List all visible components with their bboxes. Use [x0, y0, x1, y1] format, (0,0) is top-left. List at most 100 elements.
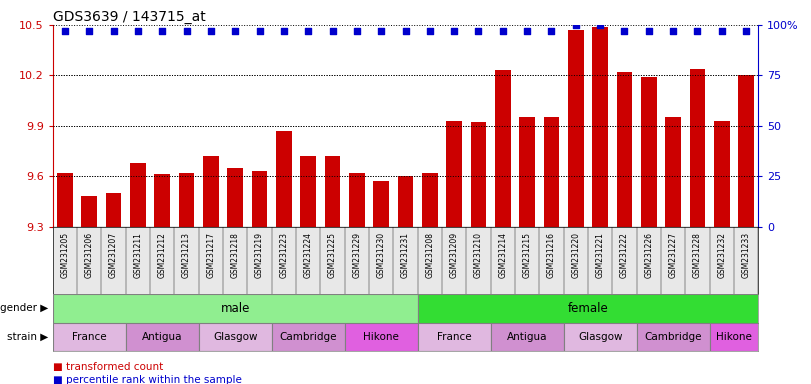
Point — [667, 28, 680, 34]
Text: ■ transformed count: ■ transformed count — [53, 362, 163, 372]
Text: GSM231233: GSM231233 — [741, 232, 751, 278]
Text: GSM231213: GSM231213 — [182, 232, 191, 278]
Bar — [568, 30, 584, 227]
Point — [204, 28, 217, 34]
Bar — [126, 323, 199, 351]
Point — [496, 28, 509, 34]
Text: Hikone: Hikone — [363, 332, 399, 342]
Bar — [199, 323, 272, 351]
Text: GSM231217: GSM231217 — [206, 232, 216, 278]
Point — [618, 28, 631, 34]
Text: GSM231212: GSM231212 — [157, 232, 167, 278]
Bar — [418, 323, 491, 351]
Text: GSM231224: GSM231224 — [303, 232, 313, 278]
Point — [253, 28, 266, 34]
Bar — [418, 294, 758, 323]
Bar — [81, 196, 97, 227]
Bar — [178, 173, 195, 227]
Text: GSM231209: GSM231209 — [449, 232, 459, 278]
Text: GSM231226: GSM231226 — [644, 232, 654, 278]
Text: Glasgow: Glasgow — [213, 332, 257, 342]
Bar — [543, 118, 560, 227]
Text: Glasgow: Glasgow — [578, 332, 622, 342]
Bar — [564, 323, 637, 351]
Text: GSM231228: GSM231228 — [693, 232, 702, 278]
Point — [107, 28, 120, 34]
Text: GSM231227: GSM231227 — [668, 232, 678, 278]
Bar — [57, 173, 73, 227]
Text: France: France — [437, 332, 471, 342]
Bar — [422, 173, 438, 227]
Bar — [227, 168, 243, 227]
Bar — [130, 163, 146, 227]
Text: GSM231218: GSM231218 — [230, 232, 240, 278]
Text: Antigua: Antigua — [507, 332, 547, 342]
Text: male: male — [221, 302, 250, 314]
Bar — [53, 323, 126, 351]
Point — [83, 28, 96, 34]
Bar — [738, 75, 754, 227]
Point — [399, 28, 412, 34]
Text: Cambridge: Cambridge — [645, 332, 702, 342]
Text: strain ▶: strain ▶ — [7, 332, 49, 342]
Bar — [272, 323, 345, 351]
Text: GSM231219: GSM231219 — [255, 232, 264, 278]
Bar — [324, 156, 341, 227]
Point — [131, 28, 144, 34]
Bar — [710, 323, 758, 351]
Bar — [345, 323, 418, 351]
Text: GSM231221: GSM231221 — [595, 232, 605, 278]
Bar — [519, 118, 535, 227]
Point — [569, 22, 582, 28]
Bar — [592, 26, 608, 227]
Point — [472, 28, 485, 34]
Point — [740, 28, 753, 34]
Text: ■ percentile rank within the sample: ■ percentile rank within the sample — [53, 375, 242, 384]
Bar — [616, 72, 633, 227]
Text: GSM231222: GSM231222 — [620, 232, 629, 278]
Bar — [349, 173, 365, 227]
Text: GSM231211: GSM231211 — [133, 232, 143, 278]
Point — [180, 28, 193, 34]
Point — [423, 28, 436, 34]
Bar — [251, 171, 268, 227]
Text: GSM231208: GSM231208 — [425, 232, 435, 278]
Text: Hikone: Hikone — [716, 332, 752, 342]
Point — [521, 28, 534, 34]
Text: GSM231223: GSM231223 — [279, 232, 289, 278]
Point — [350, 28, 363, 34]
Point — [302, 28, 315, 34]
Bar — [470, 122, 487, 227]
Bar — [689, 69, 706, 227]
Point — [326, 28, 339, 34]
Bar — [276, 131, 292, 227]
Text: GSM231215: GSM231215 — [522, 232, 532, 278]
Bar — [491, 323, 564, 351]
Point — [58, 28, 71, 34]
Point — [545, 28, 558, 34]
Text: GSM231210: GSM231210 — [474, 232, 483, 278]
Bar — [154, 174, 170, 227]
Bar — [446, 121, 462, 227]
Point — [448, 28, 461, 34]
Text: female: female — [568, 302, 608, 314]
Point — [156, 28, 169, 34]
Bar — [53, 294, 418, 323]
Point — [594, 22, 607, 28]
Point — [691, 28, 704, 34]
Point — [715, 28, 728, 34]
Text: Cambridge: Cambridge — [280, 332, 337, 342]
Bar — [105, 193, 122, 227]
Text: GSM231214: GSM231214 — [498, 232, 508, 278]
Point — [229, 28, 242, 34]
Text: GSM231205: GSM231205 — [60, 232, 70, 278]
Bar — [641, 77, 657, 227]
Point — [642, 28, 655, 34]
Bar — [714, 121, 730, 227]
Text: GDS3639 / 143715_at: GDS3639 / 143715_at — [53, 10, 205, 24]
Point — [375, 28, 388, 34]
Text: GSM231229: GSM231229 — [352, 232, 362, 278]
Bar — [373, 181, 389, 227]
Bar — [300, 156, 316, 227]
Text: France: France — [72, 332, 106, 342]
